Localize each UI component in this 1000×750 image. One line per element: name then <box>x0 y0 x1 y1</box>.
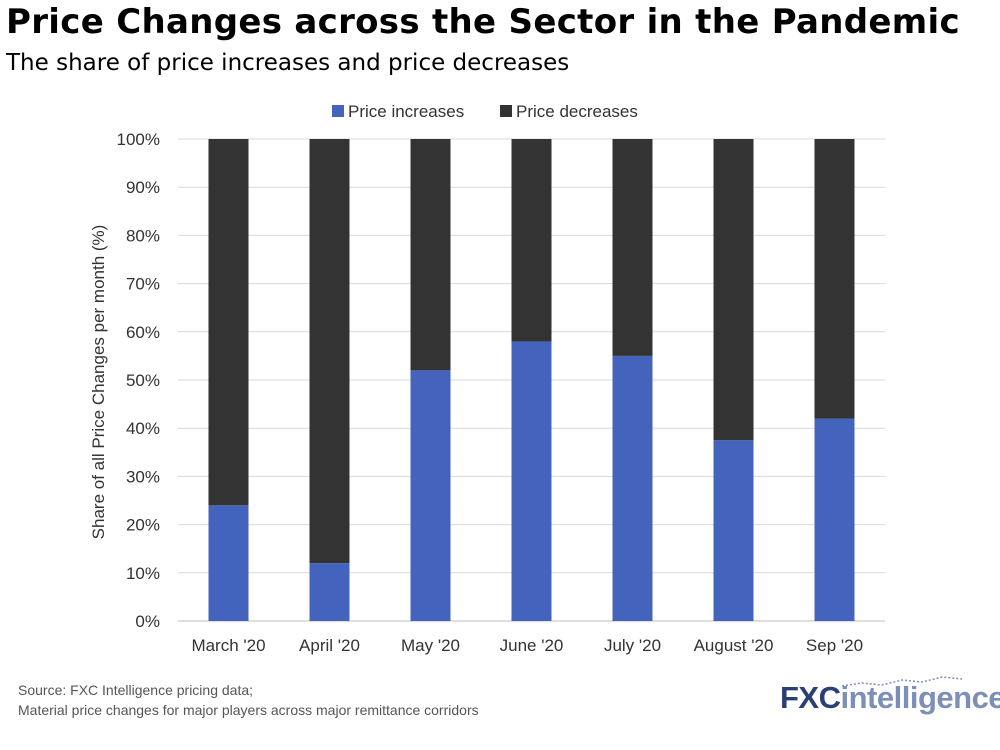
bar-price-decreases <box>612 139 653 356</box>
chart-title: Price Changes across the Sector in the P… <box>6 2 960 42</box>
x-tick-label: June '20 <box>500 636 564 655</box>
y-axis-title: Share of all Price Changes per month (%) <box>89 225 108 540</box>
logo-wave-icon <box>842 676 963 687</box>
bar-price-increases <box>410 370 451 621</box>
y-tick-label: 90% <box>126 178 160 197</box>
logo-intelligence: intelligence <box>840 680 1000 715</box>
y-tick-label: 10% <box>126 564 160 583</box>
x-tick-label: April '20 <box>299 636 360 655</box>
bar-price-increases <box>713 440 754 621</box>
y-tick-label: 40% <box>126 419 160 438</box>
logo-fxc: FXC <box>780 680 841 715</box>
bars <box>208 139 855 621</box>
y-tick-label: 30% <box>126 467 160 486</box>
source-line-2: Material price changes for major players… <box>18 702 479 718</box>
y-tick-labels: 0% 10% 20% 30% 40% 50% 60% 70% 80% 90% 100% <box>117 130 160 631</box>
x-tick-label: May '20 <box>401 636 460 655</box>
legend-swatch-price-increases <box>332 105 344 117</box>
x-tick-label: March '20 <box>191 636 265 655</box>
x-tick-label: August '20 <box>694 636 774 655</box>
bar-price-decreases <box>309 139 350 564</box>
y-tick-label: 50% <box>126 371 160 390</box>
bar-price-increases <box>309 563 350 621</box>
y-tick-label: 70% <box>126 275 160 294</box>
x-tick-label: Sep '20 <box>806 636 863 655</box>
source-line-1: Source: FXC Intelligence pricing data; <box>18 682 254 698</box>
legend: Price increases Price decreases <box>332 102 638 121</box>
bar-price-decreases <box>511 139 552 342</box>
legend-label-price-increases: Price increases <box>348 102 464 121</box>
bar-price-increases <box>208 505 249 621</box>
legend-swatch-price-decreases <box>500 105 512 117</box>
stacked-bar-chart: 0% 10% 20% 30% 40% 50% 60% 70% 80% 90% 100% March … <box>89 102 885 655</box>
legend-label-price-decreases: Price decreases <box>516 102 638 121</box>
bar-price-decreases <box>713 139 754 441</box>
y-tick-label: 60% <box>126 323 160 342</box>
bar-price-decreases <box>814 139 855 419</box>
bar-price-decreases <box>208 139 249 506</box>
y-tick-label: 0% <box>135 612 160 631</box>
bar-price-increases <box>511 341 552 621</box>
y-tick-label: 20% <box>126 516 160 535</box>
source-note: Source: FXC Intelligence pricing data; M… <box>18 680 479 720</box>
bar-price-increases <box>814 418 855 621</box>
fxc-intelligence-logo: FXCintelligence™ <box>780 676 1000 720</box>
bar-price-increases <box>612 355 653 621</box>
x-tick-label: July '20 <box>604 636 661 655</box>
x-tick-labels: March '20 April '20 May '20 June '20 July '2… <box>191 636 863 655</box>
bar-price-decreases <box>410 139 451 371</box>
y-tick-label: 80% <box>126 226 160 245</box>
y-tick-label: 100% <box>117 130 160 149</box>
chart-subtitle: The share of price increases and price d… <box>6 50 570 76</box>
